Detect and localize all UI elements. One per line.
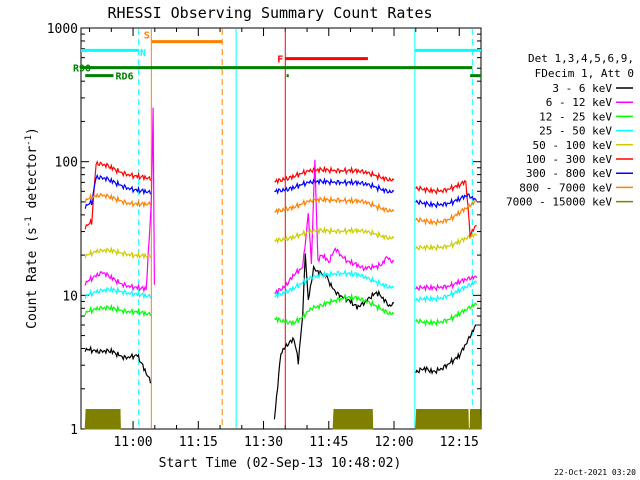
x-tick-label: 11:15 [179, 435, 218, 450]
legend-entry-label: 25 - 50 keV [539, 125, 612, 138]
series-7000-15000-kev-block [469, 409, 482, 430]
series-line [274, 268, 395, 300]
y-tick-label: 1000 [47, 22, 78, 37]
series-line [274, 225, 395, 245]
y-tick-label: 10 [62, 289, 78, 304]
plot-frame [80, 27, 482, 430]
series-line [415, 280, 478, 304]
series-line [415, 274, 478, 293]
legend-entry-label: 800 - 7000 keV [519, 181, 612, 194]
series-line [415, 302, 478, 328]
series-line [415, 199, 478, 227]
legend-entry-label: 3 - 6 keV [552, 82, 612, 95]
series-line [84, 160, 152, 230]
y-tick-label: 1 [70, 423, 78, 438]
series-line [415, 193, 478, 209]
series-line [415, 324, 477, 375]
legend-entry-label: 300 - 800 keV [526, 167, 612, 180]
legend-entry-label: 100 - 300 keV [526, 153, 612, 166]
series-line [84, 173, 152, 209]
series-line [84, 107, 155, 293]
y-tick-label: 100 [55, 156, 78, 171]
series-line [415, 233, 478, 253]
y-axis-label: Count Rate (s-1 detector-1) [24, 127, 40, 329]
state-bar-label: R90 [73, 64, 91, 75]
series-line [84, 285, 152, 300]
legend-entry-label: 6 - 12 keV [546, 96, 613, 109]
series-line [84, 345, 152, 384]
series-line [274, 195, 395, 216]
series-7000-15000-kev-block [84, 409, 121, 430]
x-tick-label: 11:00 [113, 435, 152, 450]
series-line [415, 179, 477, 239]
legend-entry-label: 50 - 100 keV [533, 139, 613, 152]
legend-entry-label: 12 - 25 keV [539, 110, 612, 123]
series-line [274, 292, 395, 327]
plot-area: 1 10 100 1000 11:00 11:15 11:30 11:45 12:00 12:15… [47, 22, 482, 450]
x-axis-label: Start Time (02-Sep-13 10:48:02) [159, 456, 402, 471]
legend-entry-label: 7000 - 15000 keV [506, 196, 612, 209]
x-tick-label: 11:30 [244, 435, 283, 450]
chart-title: RHESSI Observing Summary Count Rates [107, 4, 432, 22]
state-bar-label: S [144, 31, 150, 42]
state-bar-label: N [140, 48, 146, 59]
legend-header-line-1: Det 1,3,4,5,6,9, [528, 52, 634, 65]
series-7000-15000-kev-block [415, 409, 469, 430]
x-tick-label: 11:45 [309, 435, 348, 450]
state-bar-label: F [277, 55, 283, 66]
timestamp: 22-Oct-2021 03:20 [554, 468, 636, 477]
series-line [84, 303, 152, 318]
series-line [274, 177, 395, 195]
legend-header-line-2: FDecim 1, Att 0 [535, 67, 634, 80]
svg-text:Count Rate (s-1 detector-1): Count Rate (s-1 detector-1) [24, 127, 40, 329]
x-tick-label: 12:15 [440, 435, 479, 450]
series-7000-15000-kev-block [332, 409, 374, 430]
series-line [274, 159, 395, 296]
series-line [84, 246, 152, 260]
x-tick-label: 12:00 [374, 435, 413, 450]
series-line [84, 192, 152, 209]
series-line [273, 253, 395, 420]
series-line [274, 165, 395, 185]
state-bar-label: RD6 [115, 72, 133, 83]
